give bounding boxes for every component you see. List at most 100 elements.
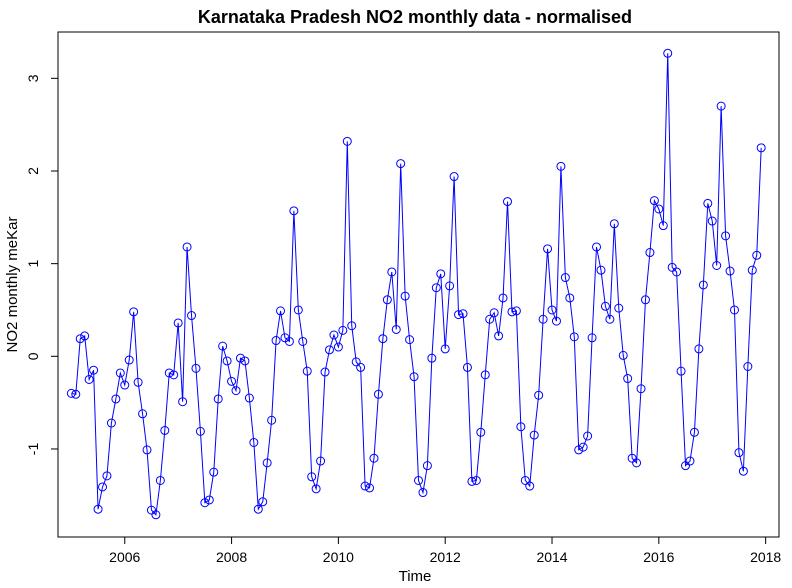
data-point <box>422 461 432 471</box>
data-point <box>721 231 731 241</box>
data-point <box>440 344 450 354</box>
data-point <box>645 248 655 258</box>
data-point <box>307 472 317 482</box>
data-point <box>685 456 695 466</box>
y-tick-label: -1 <box>25 443 41 456</box>
data-point <box>218 341 228 351</box>
data-point <box>191 363 201 373</box>
data-point <box>102 471 112 481</box>
data-point <box>160 425 170 435</box>
data-point <box>449 172 459 182</box>
data-point <box>173 318 183 328</box>
data-point <box>320 367 330 377</box>
data-point <box>525 481 535 491</box>
data-point <box>756 143 766 153</box>
data-point <box>431 283 441 293</box>
data-point <box>445 281 455 291</box>
data-point <box>698 280 708 290</box>
data-point <box>618 350 628 360</box>
data-point <box>75 334 85 344</box>
x-tick-label: 2018 <box>750 549 781 565</box>
data-point <box>551 316 561 326</box>
data-point <box>71 389 81 399</box>
data-point <box>609 219 619 229</box>
data-point <box>623 374 633 384</box>
data-point <box>640 295 650 305</box>
data-point <box>342 136 352 146</box>
data-point <box>462 362 472 372</box>
data-point <box>587 333 597 343</box>
data-point <box>373 389 383 399</box>
data-point <box>716 101 726 111</box>
data-point <box>703 198 713 208</box>
x-tick-label: 2014 <box>536 549 567 565</box>
data-point <box>458 309 468 319</box>
data-point <box>93 504 103 514</box>
data-point <box>614 303 624 313</box>
data-point <box>253 504 263 514</box>
data-point <box>738 466 748 476</box>
series-no2 <box>66 48 766 520</box>
data-point <box>155 475 165 485</box>
data-point <box>120 380 130 390</box>
data-point <box>391 324 401 334</box>
data-point <box>182 242 192 252</box>
data-point <box>543 244 553 254</box>
data-point <box>347 321 357 331</box>
data-point <box>600 301 610 311</box>
data-point <box>240 356 250 366</box>
data-point <box>743 362 753 371</box>
data-point <box>387 267 397 277</box>
data-point <box>409 372 419 382</box>
data-point <box>204 495 214 505</box>
data-point <box>414 475 423 485</box>
y-tick-label: 2 <box>25 167 41 175</box>
data-point <box>369 453 379 463</box>
data-point <box>471 475 481 485</box>
data-point <box>356 362 366 372</box>
data-point <box>80 331 90 341</box>
data-point <box>329 330 339 340</box>
data-point <box>138 409 148 419</box>
data-point <box>244 393 254 403</box>
data-point <box>725 266 735 276</box>
data-point <box>556 161 566 171</box>
data-point <box>605 314 615 324</box>
data-point <box>106 418 116 428</box>
data-point <box>267 415 277 425</box>
data-point <box>89 365 99 375</box>
data-point <box>405 335 415 345</box>
data-point <box>507 307 517 317</box>
data-point <box>480 370 490 380</box>
data-point <box>324 345 334 355</box>
data-point <box>636 384 646 394</box>
y-axis-label: NO2 monthly meKar <box>4 217 21 353</box>
data-point <box>747 265 757 275</box>
data-point <box>560 273 570 283</box>
data-point <box>235 353 245 363</box>
data-point <box>142 445 152 455</box>
data-point <box>222 356 232 366</box>
y-axis: -1 0 1 2 3 <box>25 74 59 456</box>
series-line <box>71 53 762 516</box>
data-point <box>520 475 530 485</box>
data-point <box>84 374 94 384</box>
data-point <box>333 342 343 352</box>
data-point <box>511 306 521 316</box>
data-point <box>365 483 375 493</box>
data-point <box>583 431 593 441</box>
data-point <box>672 267 682 277</box>
data-point <box>200 498 210 508</box>
data-point <box>298 336 308 346</box>
data-point <box>516 422 526 432</box>
data-point <box>454 310 464 320</box>
data-point <box>302 366 312 376</box>
x-axis: 2006 2008 2010 2012 2014 2016 2018 <box>109 536 781 565</box>
data-point <box>164 368 174 378</box>
data-point <box>578 442 588 452</box>
data-point <box>694 344 704 354</box>
data-point <box>676 366 686 376</box>
data-point <box>752 250 762 260</box>
